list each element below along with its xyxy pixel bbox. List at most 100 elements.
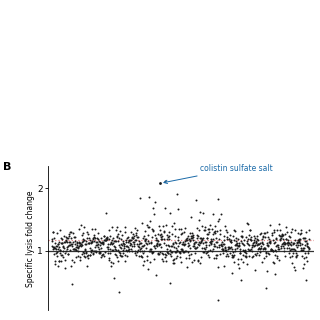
Point xyxy=(77,227,82,232)
Point xyxy=(144,241,149,246)
Point xyxy=(223,253,228,259)
Point xyxy=(81,253,86,259)
Point xyxy=(85,240,91,245)
Point xyxy=(261,245,267,250)
Point xyxy=(55,242,60,247)
Point xyxy=(138,246,143,251)
Point xyxy=(211,243,216,248)
Point xyxy=(86,231,91,236)
Point xyxy=(252,237,257,243)
Point xyxy=(287,251,292,256)
Point xyxy=(212,256,217,261)
Point xyxy=(76,244,81,249)
Point xyxy=(108,251,113,256)
Point xyxy=(235,246,240,251)
Point xyxy=(83,255,88,260)
Point xyxy=(267,251,272,256)
Point xyxy=(54,253,59,259)
Point xyxy=(198,240,203,245)
Point xyxy=(156,252,161,257)
Point xyxy=(304,242,309,247)
Point xyxy=(57,227,62,232)
Point xyxy=(94,239,99,244)
Point xyxy=(216,264,221,269)
Point xyxy=(187,243,192,248)
Point xyxy=(196,257,201,262)
Point xyxy=(105,244,110,249)
Point xyxy=(65,236,70,241)
Point xyxy=(99,235,104,240)
Point xyxy=(168,210,173,215)
Point xyxy=(223,248,228,253)
Point xyxy=(269,247,274,252)
Point xyxy=(173,250,179,255)
Point xyxy=(221,241,226,246)
Point xyxy=(291,251,296,256)
Point xyxy=(273,240,278,245)
Point xyxy=(188,235,194,240)
Point xyxy=(257,240,262,245)
Point xyxy=(148,248,154,253)
Point xyxy=(201,249,206,254)
Point xyxy=(304,230,309,235)
Point xyxy=(235,256,240,261)
Point xyxy=(238,256,244,261)
Point xyxy=(247,242,252,247)
Point xyxy=(250,244,255,249)
Point xyxy=(78,258,83,263)
Point xyxy=(50,230,55,235)
Point xyxy=(135,249,140,254)
Point xyxy=(98,254,103,260)
Point xyxy=(293,254,298,260)
Point xyxy=(61,248,66,253)
Point xyxy=(199,239,204,244)
Point xyxy=(133,252,138,257)
Point xyxy=(176,249,181,254)
Point xyxy=(150,251,155,256)
Point xyxy=(284,240,289,245)
Point xyxy=(306,244,311,250)
Point xyxy=(149,239,154,244)
Point xyxy=(191,241,196,246)
Point xyxy=(206,252,211,257)
Point xyxy=(128,241,133,246)
Point xyxy=(253,240,258,245)
Point xyxy=(206,254,211,260)
Point xyxy=(212,223,218,228)
Point xyxy=(205,231,210,236)
Point xyxy=(156,251,161,256)
Point xyxy=(129,249,134,254)
Point xyxy=(215,196,220,202)
Point xyxy=(227,245,232,250)
Point xyxy=(53,261,58,267)
Point xyxy=(106,246,111,251)
Point xyxy=(160,252,165,257)
Point xyxy=(132,241,137,246)
Point xyxy=(145,222,150,228)
Point xyxy=(216,244,221,249)
Point xyxy=(197,260,203,265)
Point xyxy=(300,248,305,253)
Point xyxy=(180,242,185,247)
Point xyxy=(167,243,172,248)
Point xyxy=(221,241,226,246)
Point xyxy=(120,242,125,247)
Point xyxy=(297,237,302,242)
Point xyxy=(229,252,235,258)
Point xyxy=(179,230,184,235)
Point xyxy=(304,238,309,244)
Point xyxy=(77,254,83,260)
Point xyxy=(216,219,221,224)
Point xyxy=(272,228,277,233)
Point xyxy=(92,227,98,232)
Point xyxy=(155,251,160,256)
Point xyxy=(118,254,123,259)
Point xyxy=(270,249,275,254)
Point xyxy=(143,245,148,251)
Point xyxy=(146,194,151,199)
Point xyxy=(119,254,124,259)
Point xyxy=(59,258,64,263)
Point xyxy=(108,239,114,244)
Point xyxy=(249,248,254,253)
Point xyxy=(80,238,85,243)
